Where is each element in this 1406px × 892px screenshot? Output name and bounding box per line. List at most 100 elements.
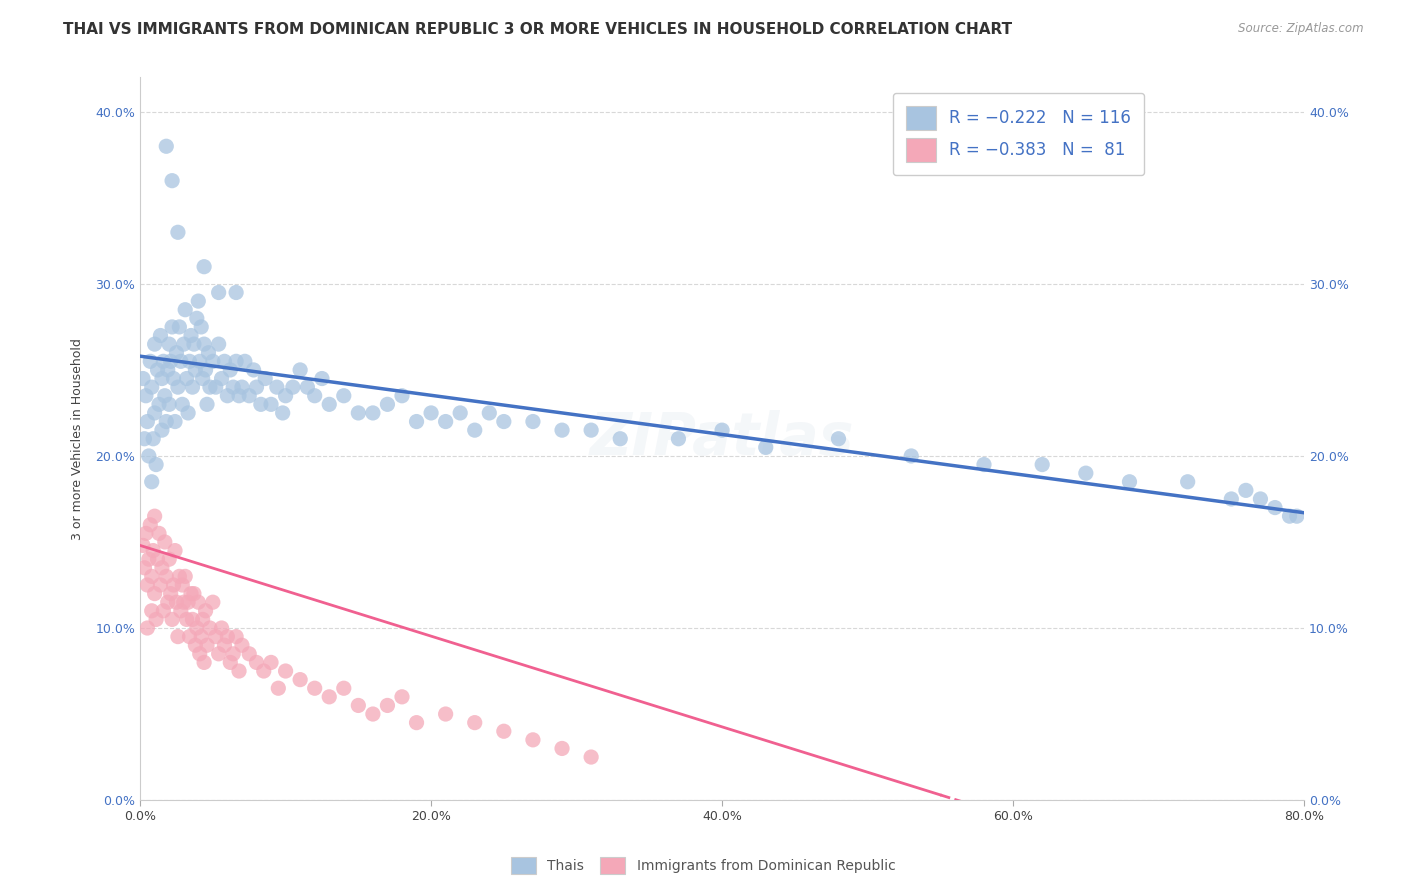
Point bbox=[827, 432, 849, 446]
Point bbox=[134, 561, 156, 575]
Point bbox=[347, 698, 370, 713]
Point bbox=[184, 363, 207, 377]
Point bbox=[245, 656, 267, 670]
Point bbox=[267, 681, 290, 696]
Point bbox=[208, 337, 231, 351]
Point bbox=[174, 302, 197, 317]
Point bbox=[138, 449, 160, 463]
Point bbox=[211, 371, 233, 385]
Point bbox=[217, 630, 239, 644]
Point bbox=[219, 363, 242, 377]
Point bbox=[214, 638, 236, 652]
Point bbox=[160, 174, 183, 188]
Point bbox=[150, 561, 173, 575]
Point bbox=[193, 260, 215, 274]
Point bbox=[180, 328, 202, 343]
Point bbox=[148, 397, 170, 411]
Point bbox=[361, 706, 384, 721]
Point bbox=[170, 604, 193, 618]
Point bbox=[253, 664, 276, 678]
Point bbox=[288, 363, 311, 377]
Point bbox=[162, 578, 184, 592]
Point bbox=[187, 294, 209, 309]
Point bbox=[274, 664, 297, 678]
Point bbox=[190, 630, 212, 644]
Point bbox=[347, 406, 370, 420]
Point bbox=[1177, 475, 1199, 489]
Point bbox=[377, 698, 399, 713]
Point bbox=[195, 638, 218, 652]
Point bbox=[136, 578, 159, 592]
Point bbox=[167, 225, 190, 239]
Point bbox=[1285, 509, 1308, 524]
Y-axis label: 3 or more Vehicles in Household: 3 or more Vehicles in Household bbox=[72, 338, 84, 540]
Point bbox=[167, 630, 190, 644]
Point bbox=[193, 337, 215, 351]
Point bbox=[204, 380, 226, 394]
Point bbox=[188, 647, 211, 661]
Point bbox=[238, 647, 260, 661]
Point bbox=[208, 647, 231, 661]
Point bbox=[211, 621, 233, 635]
Point bbox=[197, 345, 219, 359]
Point bbox=[434, 706, 457, 721]
Point bbox=[288, 673, 311, 687]
Point bbox=[159, 586, 181, 600]
Text: Source: ZipAtlas.com: Source: ZipAtlas.com bbox=[1239, 22, 1364, 36]
Point bbox=[217, 389, 239, 403]
Point bbox=[152, 604, 174, 618]
Text: THAI VS IMMIGRANTS FROM DOMINICAN REPUBLIC 3 OR MORE VEHICLES IN HOUSEHOLD CORRE: THAI VS IMMIGRANTS FROM DOMINICAN REPUBL… bbox=[63, 22, 1012, 37]
Point bbox=[176, 612, 198, 626]
Point bbox=[186, 621, 208, 635]
Point bbox=[167, 380, 190, 394]
Point bbox=[156, 595, 179, 609]
Point bbox=[135, 526, 157, 541]
Point bbox=[225, 630, 247, 644]
Point bbox=[139, 517, 162, 532]
Point bbox=[405, 415, 427, 429]
Point bbox=[190, 319, 212, 334]
Point bbox=[254, 371, 277, 385]
Point bbox=[139, 354, 162, 368]
Point bbox=[169, 319, 191, 334]
Point bbox=[755, 441, 778, 455]
Point bbox=[166, 345, 188, 359]
Point bbox=[188, 354, 211, 368]
Point bbox=[405, 715, 427, 730]
Point bbox=[281, 380, 304, 394]
Point bbox=[1074, 466, 1097, 480]
Point bbox=[219, 656, 242, 670]
Point bbox=[153, 389, 176, 403]
Point bbox=[225, 285, 247, 300]
Point bbox=[134, 432, 156, 446]
Point bbox=[274, 389, 297, 403]
Point bbox=[132, 371, 155, 385]
Point bbox=[198, 380, 221, 394]
Point bbox=[478, 406, 501, 420]
Point bbox=[136, 415, 159, 429]
Point bbox=[222, 380, 245, 394]
Point bbox=[160, 612, 183, 626]
Point bbox=[132, 538, 155, 552]
Point bbox=[166, 595, 188, 609]
Point bbox=[579, 423, 602, 437]
Point bbox=[492, 415, 515, 429]
Point bbox=[146, 552, 169, 566]
Point bbox=[377, 397, 399, 411]
Point bbox=[231, 638, 253, 652]
Point bbox=[172, 578, 194, 592]
Point bbox=[434, 415, 457, 429]
Point bbox=[420, 406, 443, 420]
Point bbox=[1220, 491, 1243, 506]
Point bbox=[449, 406, 471, 420]
Point bbox=[149, 578, 172, 592]
Point bbox=[245, 380, 267, 394]
Point bbox=[172, 397, 194, 411]
Point bbox=[142, 432, 165, 446]
Point bbox=[333, 389, 356, 403]
Point bbox=[198, 621, 221, 635]
Point bbox=[297, 380, 319, 394]
Point bbox=[152, 354, 174, 368]
Point bbox=[143, 337, 166, 351]
Point bbox=[176, 371, 198, 385]
